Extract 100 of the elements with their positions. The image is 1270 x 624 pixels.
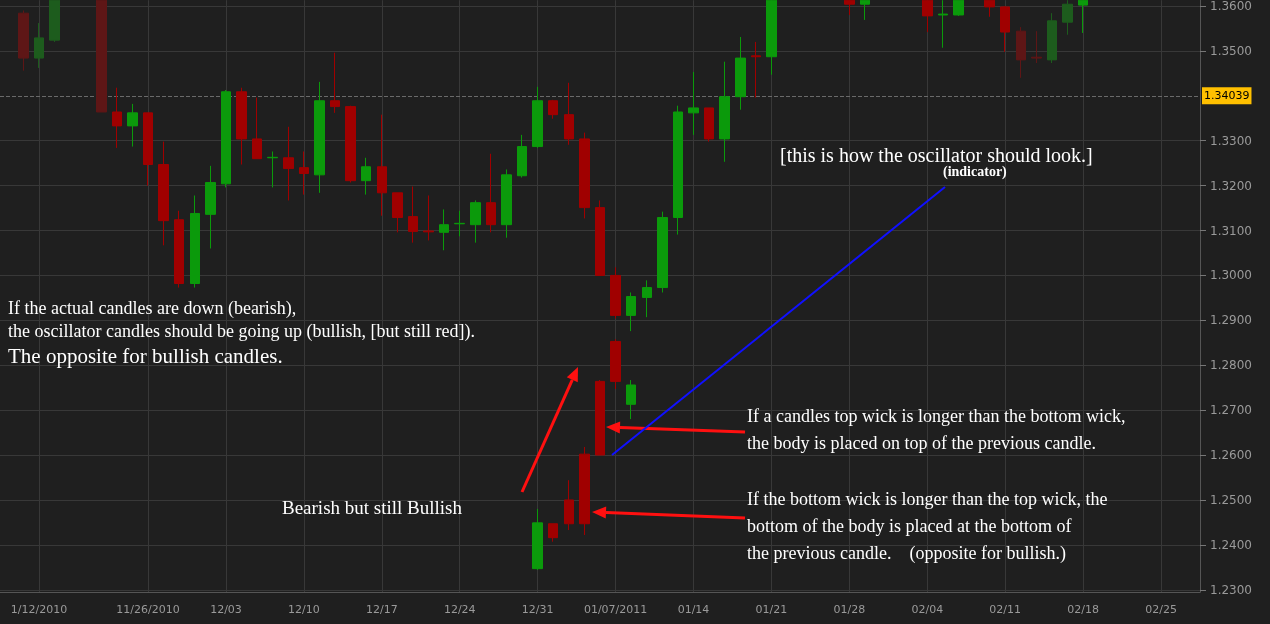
annotation: If the actual candles are down (bearish), the oscillator candles should be going up (bullish, [but still red]). — [8, 297, 475, 342]
candlestick — [252, 97, 262, 160]
candlestick — [1016, 26, 1026, 79]
x-tick-label: 02/18 — [1067, 603, 1099, 616]
x-tick-label: 01/21 — [755, 603, 788, 616]
candlestick — [18, 9, 29, 72]
candlestick — [314, 81, 325, 194]
y-tick-label: 1.3300 — [1210, 133, 1252, 148]
candlestick — [766, 0, 777, 76]
candlestick — [1078, 0, 1088, 34]
x-tick-label: 12/31 — [521, 603, 554, 616]
candlestick — [49, 0, 60, 43]
candlestick — [938, 0, 948, 49]
y-tick-label: 1.3200 — [1210, 178, 1252, 193]
candlestick — [96, 0, 107, 113]
candlestick — [704, 107, 714, 143]
candlestick — [299, 150, 309, 196]
x-tick-label: 12/03 — [210, 603, 242, 616]
candlestick — [548, 523, 558, 543]
candlestick — [158, 141, 169, 246]
y-tick-label: 1.2400 — [1210, 537, 1252, 552]
candlestick — [112, 87, 122, 149]
candlestick — [610, 338, 621, 390]
x-tick-label: 01/28 — [833, 603, 866, 616]
candlestick — [657, 211, 668, 293]
x-tick-label: 1/12/2010 — [10, 603, 68, 616]
y-tick-label: 1.2600 — [1210, 448, 1252, 463]
x-tick-label: 11/26/2010 — [116, 603, 180, 616]
candlestick — [579, 446, 590, 536]
candlestick — [174, 210, 184, 289]
candlestick — [361, 157, 371, 196]
candlestick — [236, 87, 247, 166]
candlestick — [564, 479, 574, 531]
x-tick-label: 12/24 — [443, 603, 476, 616]
y-tick-label: 1.2800 — [1210, 358, 1252, 373]
candlestick — [922, 0, 933, 33]
candlestick — [735, 36, 746, 111]
candlestick — [1047, 12, 1057, 64]
annotation: If a candles top wick is longer than the bottom wick, the body is placed on top of the previous candle. — [747, 405, 1126, 453]
candlestick — [984, 0, 995, 18]
candlestick — [626, 379, 636, 420]
annotation: The opposite for bullish candles. — [8, 343, 283, 368]
candlestick — [751, 41, 761, 99]
candlestick — [532, 508, 543, 571]
annotation: If the bottom wick is longer than the top wick, the bottom of the body is placed at the bottom of the previous candle. (opposite for bullish.) — [747, 488, 1108, 564]
candlestick — [860, 0, 870, 21]
candlestick — [221, 89, 231, 188]
candlestick — [564, 82, 574, 146]
candlestick — [642, 279, 652, 318]
candlestick — [345, 105, 356, 183]
candlestick — [392, 192, 403, 233]
candlestick — [470, 199, 481, 244]
x-tick-label: 12/10 — [288, 603, 320, 616]
candlestick — [143, 112, 153, 187]
annotation: Bearish but still Bullish — [282, 496, 463, 518]
candlestick — [377, 114, 387, 217]
candlestick — [548, 99, 558, 120]
y-tick-label: 1.3600 — [1210, 0, 1252, 13]
candlestick — [190, 195, 200, 289]
candlestick — [532, 86, 543, 149]
y-tick-label: 1.2300 — [1210, 582, 1252, 597]
candlestick — [330, 52, 340, 114]
candlestick — [439, 208, 449, 251]
candlestick — [127, 103, 138, 148]
candlestick — [454, 210, 465, 237]
candlestick — [205, 165, 216, 249]
y-tick-label: 1.2700 — [1210, 403, 1252, 418]
candlestick — [595, 199, 605, 276]
x-tick-label: 01/07/2011 — [583, 603, 648, 616]
candlestick — [423, 195, 434, 241]
candlestick — [517, 134, 527, 179]
candlestick — [579, 132, 590, 219]
candlestick — [501, 168, 512, 239]
x-tick-label: 01/14 — [677, 603, 710, 616]
candlestick — [673, 105, 683, 236]
candlestick — [626, 291, 636, 332]
candlestick — [953, 0, 964, 17]
candlestick — [1031, 30, 1042, 64]
candlestick — [1000, 5, 1010, 53]
y-tick-label: 1.2900 — [1210, 313, 1252, 328]
x-tick-label: 02/04 — [911, 603, 944, 616]
candlestick — [1062, 0, 1073, 36]
candlestick — [283, 126, 294, 201]
x-tick-label: 02/11 — [989, 603, 1022, 616]
candlestick — [610, 266, 621, 320]
candlestick — [267, 150, 278, 188]
x-tick-label: 12/17 — [365, 603, 398, 616]
y-tick-label: 1.3500 — [1210, 43, 1252, 58]
annotation: [this is how the oscillator should look.] — [780, 144, 1093, 166]
candlestick — [486, 153, 496, 233]
x-tick-label: 02/25 — [1145, 603, 1177, 616]
candlestick — [34, 22, 44, 69]
candlestick — [719, 61, 730, 163]
candlestick — [844, 0, 855, 16]
candlestick — [688, 71, 699, 136]
y-tick-label: 1.3100 — [1210, 223, 1252, 238]
candlestick — [408, 186, 418, 244]
y-tick-label: 1.2500 — [1210, 492, 1252, 507]
ref-line-label: 1.34039 — [1204, 89, 1250, 103]
candlestick — [595, 379, 605, 456]
